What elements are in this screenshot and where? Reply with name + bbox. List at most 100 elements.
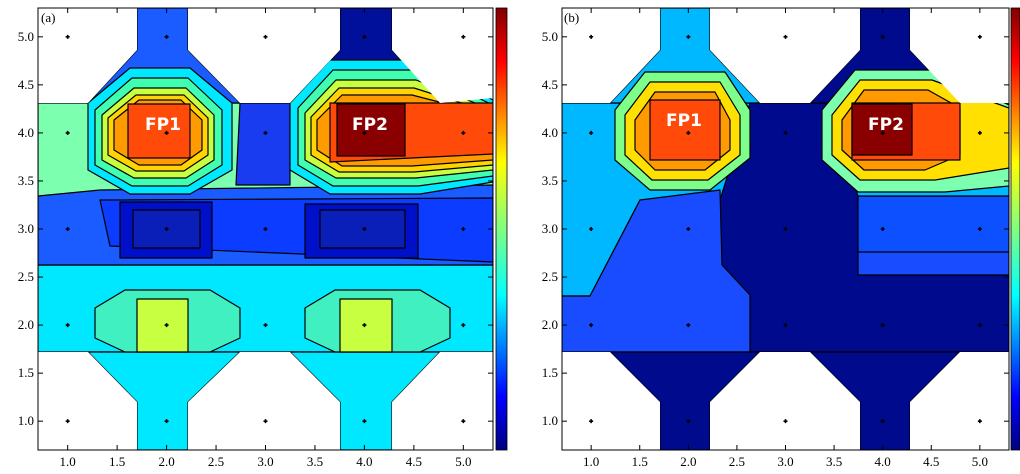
a-ytick-label: 4.5 [18,77,34,92]
a-grid-marker [65,130,70,135]
b-grid-marker [977,323,982,328]
b-fp2-core [851,103,913,156]
b-panel-label: (b) [564,10,579,25]
b-xtick-label: 1.5 [632,454,648,469]
b-axis-ticks: 1.0 1.5 2.0 2.5 3.0 3.5 4.0 4.5 5.0 1.0 1.5 2.0 2.5 3… [542,8,1009,469]
a-grid-marker [362,130,367,135]
b-mask-top-right [910,8,1009,103]
b-ytick-label: 3.5 [542,173,558,188]
a-grid-marker [164,419,169,424]
a-xtick-label: 1.0 [60,454,76,469]
a-ytick-label: 1.5 [18,365,34,380]
b-ytick-label: 3.0 [542,221,558,236]
a-mask-top-left [38,8,137,103]
b-grid-marker [589,323,594,328]
a-panel-label: (a) [41,10,55,25]
a-grid-marker [263,419,268,424]
a-fp2-label: FP2 [352,115,388,135]
a-fp1-label: FP1 [145,115,181,135]
a-grid-marker [362,227,367,231]
a-xtick-label: 4.5 [406,454,422,469]
a-mask-bottom-right [392,352,493,450]
b-ytick-label: 1.0 [542,413,558,428]
b-ytick-label: 1.5 [542,365,558,380]
panel-b: 1.0 1.5 2.0 2.5 3.0 3.5 4.0 4.5 5.0 1.0 1.5 2.0 2.5 3… [542,7,1020,469]
a-grid-marker [461,130,466,135]
b-fp1-core [649,99,721,161]
b-grid-marker [686,419,691,424]
a-grid-marker [65,34,70,39]
a-grid-marker [263,323,268,328]
b-ytick-label: 4.5 [542,77,558,92]
a-xtick-label: 2.0 [158,454,174,469]
b-grid-marker [880,419,885,424]
b-grid-marker [977,34,982,39]
b-grid-marker [686,34,691,39]
a-xtick-label: 5.0 [455,454,471,469]
a-grid-marker [362,419,367,424]
a-xtick-label: 2.5 [208,454,224,469]
a-axis-ticks: 1.0 1.5 2.0 2.5 3.0 3.5 4.0 4.5 5.0 1.0 1.5 2.0 2.5 3… [18,8,493,469]
b-xtick-label: 3.0 [777,454,793,469]
b-mask-top-mid [710,8,860,103]
a-grid-marker [461,227,466,231]
a-center-column [235,102,291,186]
b-ytick-label: 4.0 [542,125,558,140]
a-ytick-label: 3.5 [18,173,34,188]
a-ytick-label: 1.0 [18,413,34,428]
a-grid-marker [164,130,169,135]
b-fp1-label: FP1 [666,111,702,131]
a-grid-markers [65,34,466,424]
b-grid-marker [977,227,982,231]
a-grid-marker [65,227,70,231]
a-grid-marker [263,34,268,39]
b-grid-marker [977,130,982,135]
b-grid-marker [880,323,885,328]
b-ytick-label: 2.5 [542,269,558,284]
a-grid-marker [164,34,169,39]
a-xtick-label: 3.5 [307,454,323,469]
a-grid-marker [461,323,466,328]
b-grid-marker [783,34,788,39]
b-grid-marker [686,130,691,135]
a-grid-marker [164,323,169,328]
a-xtick-label: 3.0 [257,454,273,469]
b-xtick-label: 1.0 [583,454,599,469]
b-xtick-label: 5.0 [972,454,988,469]
b-ytick-label: 5.0 [542,29,558,44]
b-grid-marker [783,130,788,135]
b-mask-bottom-left [562,352,660,450]
b-xtick-label: 4.0 [875,454,891,469]
a-xtick-label: 1.5 [109,454,125,469]
b-grid-marker [589,227,594,231]
a-fp1-core [127,103,191,159]
a-grid-marker [263,227,268,231]
b-fp2-label: FP2 [868,115,904,135]
b-grid-marker [589,419,594,424]
a-ytick-label: 2.5 [18,269,34,284]
b-grid-marker [880,34,885,39]
b-xtick-label: 3.5 [826,454,842,469]
b-mask-bottom-right [910,352,1009,450]
a-grid-marker [461,34,466,39]
a-grid-marker [362,323,367,328]
a-grid-marker [263,130,268,135]
a-ytick-label: 3.0 [18,221,34,236]
a-grid-marker [164,227,169,231]
b-xtick-label: 2.5 [729,454,745,469]
a-xtick-label: 4.0 [356,454,372,469]
b-mask-bottom-mid [710,352,860,450]
b-mask-top-left [562,8,660,103]
a-low-left-core [136,298,189,353]
b-xtick-label: 4.5 [923,454,939,469]
b-grid-marker [880,130,885,135]
b-grid-marker [686,227,691,231]
b-grid-marker [589,130,594,135]
a-mask-top-mid [188,8,340,103]
b-grid-markers [589,34,982,424]
b-colorbar [1010,7,1020,451]
b-grid-marker [977,419,982,424]
a-ytick-label: 2.0 [18,317,34,332]
b-grid-marker [783,419,788,424]
